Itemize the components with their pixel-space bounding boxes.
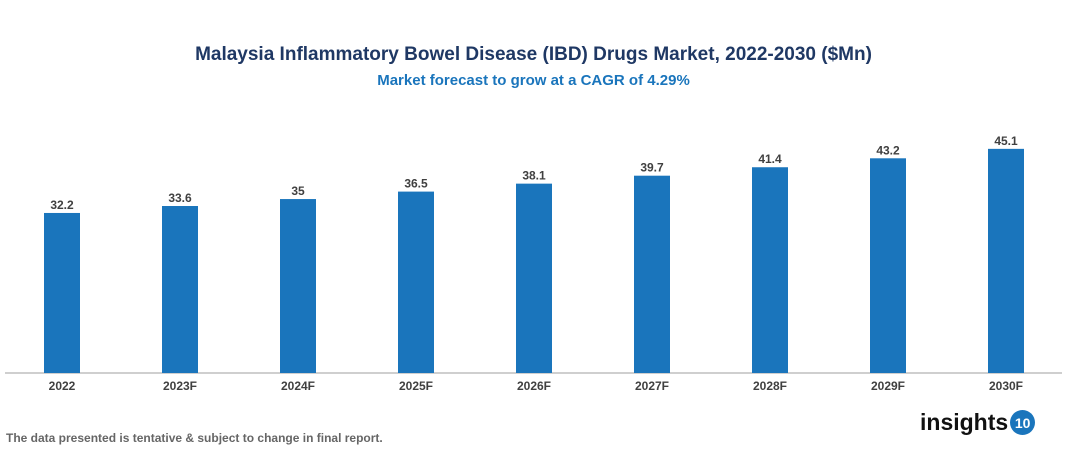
bar-2023F	[162, 206, 198, 373]
bar-2022	[44, 212, 80, 373]
data-label-2026F: 38.1	[522, 169, 546, 183]
data-label-2027F: 39.7	[640, 161, 664, 175]
x-tick-label-2022: 2022	[49, 379, 76, 393]
data-label-2030F: 45.1	[994, 134, 1018, 148]
bar-2027F	[634, 175, 670, 373]
x-tick-label-2024F: 2024F	[281, 379, 315, 393]
bar-2025F	[398, 191, 434, 373]
x-tick-label-2023F: 2023F	[163, 379, 197, 393]
logo-badge: 10	[1010, 410, 1036, 435]
bar-2026F	[516, 183, 552, 373]
data-label-2029F: 43.2	[876, 143, 900, 157]
x-tick-label-2028F: 2028F	[753, 379, 787, 393]
x-tick-label-2025F: 2025F	[399, 379, 433, 393]
x-tick-label-2029F: 2029F	[871, 379, 905, 393]
bar-2030F	[988, 148, 1024, 373]
data-label-2025F: 36.5	[404, 177, 428, 191]
bar-2029F	[870, 158, 906, 373]
data-label-2022: 32.2	[50, 198, 74, 212]
insights10-logo: insights 10	[920, 409, 1036, 436]
data-label-2024F: 35	[291, 184, 305, 198]
x-tick-label-2030F: 2030F	[989, 379, 1023, 393]
logo-text: insights	[920, 409, 1009, 435]
data-label-2028F: 41.4	[758, 152, 782, 166]
chart-title: Malaysia Inflammatory Bowel Disease (IBD…	[195, 44, 872, 65]
disclaimer-note: The data presented is tentative & subjec…	[6, 431, 383, 445]
bar-2024F	[280, 199, 316, 373]
x-tick-label-2027F: 2027F	[635, 379, 669, 393]
data-label-2023F: 33.6	[168, 191, 192, 205]
x-tick-label-2026F: 2026F	[517, 379, 551, 393]
bar-2028F	[752, 167, 788, 373]
chart-subtitle: Market forecast to grow at a CAGR of 4.2…	[377, 72, 690, 89]
